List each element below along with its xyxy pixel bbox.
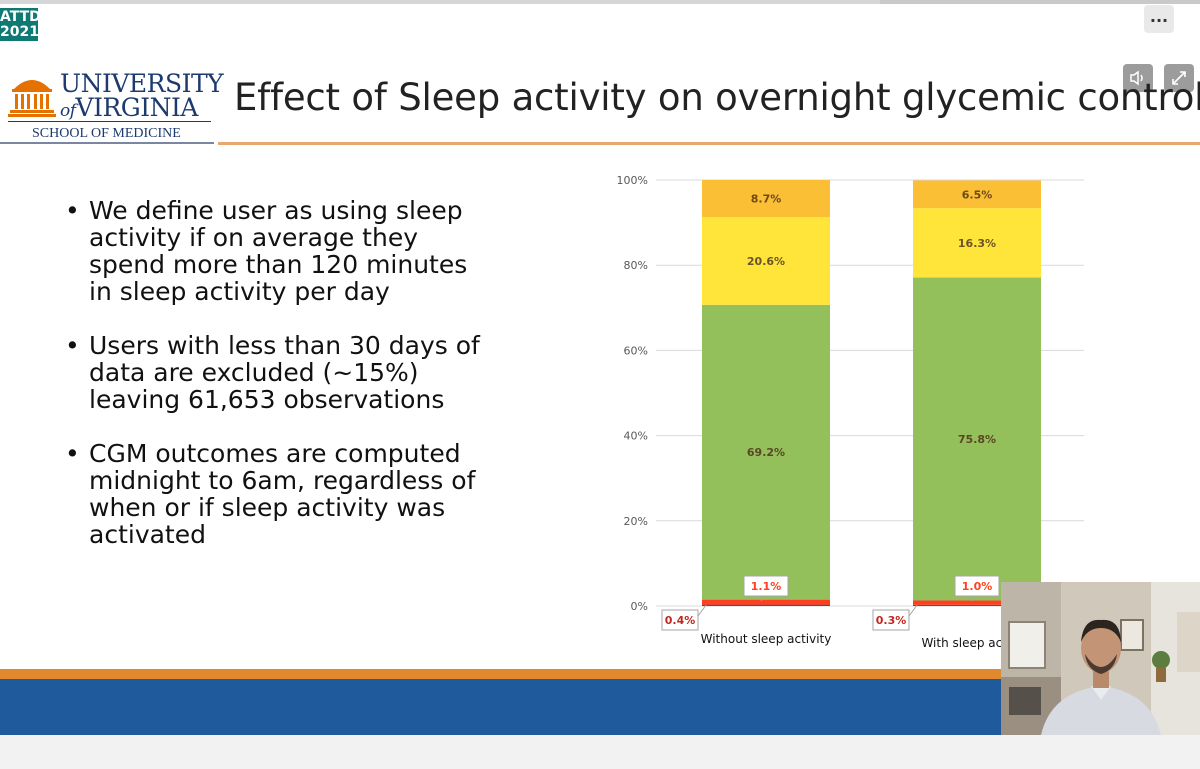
callout-box [661,609,699,631]
logo-school-of-medicine: SCHOOL OF MEDICINE [32,126,181,141]
badge-line2: 2021 [0,24,39,40]
callout-box [743,575,789,597]
data-label-in-range: 75.8% [958,433,996,446]
logo-divider [8,121,211,122]
bar-segment-very-high [913,180,1041,209]
badge-line1: ATTD [0,9,41,25]
attd-2021-badge: ATTD 2021 [0,8,41,41]
x-category-label: Without sleep activity [701,632,832,646]
data-label-high: 20.6% [747,255,785,268]
data-label-in-range: 69.2% [747,446,785,459]
bullet-item: Users with less than 30 days of data are… [65,332,485,413]
uva-logo: UNIVERSITY ofVIRGINIA SCHOOL OF MEDICINE [8,65,224,145]
bullet-item: CGM outcomes are computed midnight to 6a… [65,440,485,548]
callout-box [954,575,1000,597]
y-tick-label: 80% [624,259,648,272]
window-top-border-right [880,0,1200,4]
bar-segment-very-low [702,604,830,606]
presenter-video[interactable] [1001,582,1200,735]
window-bottom-area [0,735,1200,769]
window-top-border [0,0,1200,4]
bar-segment-very-low [913,604,1041,606]
expand-icon [1172,71,1186,85]
y-tick-label: 20% [624,515,648,528]
bar-segment-very-high [702,180,830,218]
callout-leader [908,604,918,617]
bullet-list: We define user as using sleep activity i… [65,197,485,575]
audio-button[interactable] [1123,64,1153,92]
bar-segment-in-range [702,304,830,600]
data-label-low: 1.1% [751,580,782,593]
expand-button[interactable] [1164,64,1194,92]
footer-blue-band [0,679,1200,735]
bullet-item: We define user as using sleep activity i… [65,197,485,305]
callout-leader [757,595,763,602]
y-tick-label: 0% [631,600,648,613]
y-tick-label: 100% [617,174,648,187]
data-label-very-high: 6.5% [962,188,993,201]
data-label-very-low: 0.3% [876,614,907,627]
bar-segment-high [913,208,1041,278]
y-tick-label: 40% [624,430,648,443]
logo-underline [0,142,214,144]
data-label-high: 16.3% [958,237,996,250]
speaker-icon [1130,70,1143,86]
data-label-very-high: 8.7% [751,193,782,206]
more-options-button[interactable]: ... [1144,5,1174,33]
logo-university: UNIVERSITY [60,69,224,98]
slide-title: Effect of Sleep activity on overnight gl… [234,76,1200,119]
data-label-very-low: 0.4% [665,614,696,627]
logo-virginia-line: ofVIRGINIA [60,93,198,122]
footer-orange-band [0,669,1200,679]
bar-segment-high [702,217,830,305]
bar-segment-low [913,600,1041,605]
rotunda-icon [8,80,56,117]
bar-segment-low [702,599,830,605]
title-rule [218,142,1200,145]
callout-box [872,609,910,631]
logo-of: of [60,101,76,121]
callout-leader [697,604,707,617]
y-tick-label: 60% [624,344,648,357]
bar-segment-in-range [913,277,1041,601]
callout-leader [968,595,974,602]
logo-virginia: VIRGINIA [75,93,199,122]
presenter-video-frame [1001,582,1200,735]
data-label-low: 1.0% [962,580,993,593]
